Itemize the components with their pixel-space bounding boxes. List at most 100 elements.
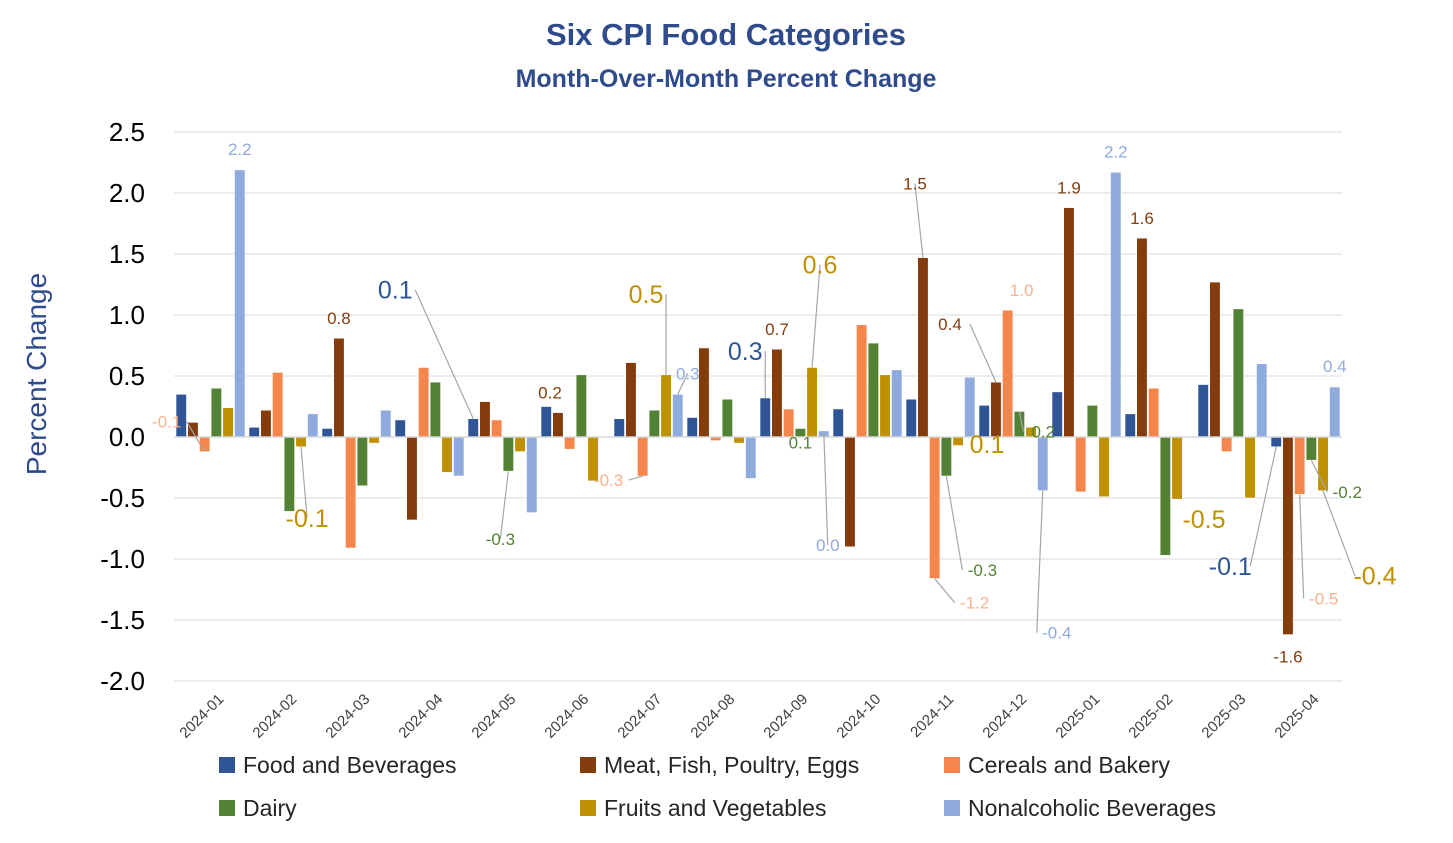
bar [1075, 436, 1087, 493]
y-tick-label: -2.0 [100, 666, 145, 696]
bar [964, 376, 976, 438]
x-tick-label: 2024-11 [907, 691, 957, 741]
bar [248, 426, 260, 438]
bar [917, 257, 929, 438]
bar [745, 436, 757, 479]
bar [441, 436, 453, 473]
y-tick-label: 0.5 [109, 361, 145, 391]
bar [698, 347, 710, 438]
bar [759, 397, 771, 438]
data-label: -1.6 [1273, 648, 1302, 667]
data-label: -0.5 [1182, 506, 1225, 534]
data-label: 0.8 [327, 309, 351, 328]
x-tick-label: 2024-09 [760, 691, 811, 742]
leader-line [499, 471, 509, 540]
bar [1136, 237, 1148, 438]
x-tick-label: 2024-07 [614, 691, 665, 742]
bar [1124, 413, 1136, 438]
y-tick-label: 1.5 [109, 239, 145, 269]
bar [1294, 436, 1306, 495]
bar [733, 436, 745, 444]
bar [613, 418, 625, 438]
data-label: -0.4 [1042, 624, 1071, 643]
x-tick-label: 2025-03 [1198, 691, 1249, 742]
bar [672, 393, 684, 438]
bar [564, 436, 576, 450]
bar [514, 436, 526, 452]
x-tick-label: 2024-10 [833, 691, 884, 742]
bar [540, 406, 552, 438]
bar [1232, 308, 1244, 438]
x-tick-label: 2024-03 [322, 691, 373, 742]
bar [453, 436, 465, 477]
bar [222, 407, 234, 438]
bar [660, 374, 672, 438]
bar [856, 324, 868, 438]
bar [1305, 436, 1317, 461]
leader-line [1036, 490, 1044, 633]
data-label: 1.5 [903, 175, 927, 194]
data-label: 0.1 [970, 431, 1005, 459]
bar [1110, 171, 1122, 438]
leader-line [1322, 490, 1356, 577]
data-label: -0.5 [1309, 589, 1338, 608]
bar [952, 436, 964, 446]
data-label: -1.2 [960, 594, 989, 613]
leader-line [1299, 494, 1305, 599]
legend-label: Fruits and Vegetables [604, 795, 826, 821]
y-tick-label: 2.5 [109, 117, 145, 147]
bars [175, 169, 1341, 635]
bar [721, 398, 733, 438]
bar [491, 419, 503, 438]
bar [526, 436, 538, 513]
bar [406, 436, 418, 521]
y-axis-label: Percent Change [21, 273, 52, 475]
bar [940, 436, 952, 477]
bar [1086, 404, 1098, 438]
x-tick-label: 2024-02 [249, 691, 300, 742]
bar [1221, 436, 1233, 452]
data-label: -0.4 [1353, 563, 1396, 591]
bar [552, 412, 564, 438]
bar [321, 428, 333, 438]
bar [1098, 436, 1110, 498]
bar [283, 436, 295, 512]
bar [394, 419, 406, 438]
leader-line [934, 578, 956, 603]
bar [1209, 281, 1221, 438]
legend-swatch [944, 757, 960, 773]
legend-label: Meat, Fish, Poultry, Eggs [604, 752, 859, 778]
leader-line [628, 475, 643, 481]
data-label: 0.4 [938, 315, 962, 334]
bar [844, 436, 856, 548]
bar [210, 387, 222, 438]
bar [1002, 309, 1014, 438]
bar [467, 418, 479, 438]
legend-swatch [580, 800, 596, 816]
data-label: 0.3 [728, 338, 763, 366]
bar [272, 372, 284, 438]
bar [891, 369, 903, 438]
bar [1148, 387, 1160, 438]
bar [990, 381, 1002, 438]
bar [345, 436, 357, 549]
bar [686, 417, 698, 438]
leader-line [1310, 459, 1328, 493]
leader-line [969, 323, 997, 383]
y-tick-label: 1.0 [109, 300, 145, 330]
x-tick-label: 2025-04 [1271, 691, 1322, 742]
bar [771, 348, 783, 438]
bar [307, 413, 319, 438]
bar [368, 436, 380, 444]
bar [905, 398, 917, 438]
bar [1159, 436, 1171, 556]
data-label: -0.1 [286, 505, 329, 533]
bar [1282, 436, 1294, 635]
data-label: -0.3 [594, 471, 623, 490]
bar [1037, 436, 1049, 491]
bar [418, 367, 430, 438]
gridlines [174, 131, 1342, 682]
leader-line [300, 446, 308, 519]
x-tick-label: 2024-12 [979, 691, 1030, 742]
